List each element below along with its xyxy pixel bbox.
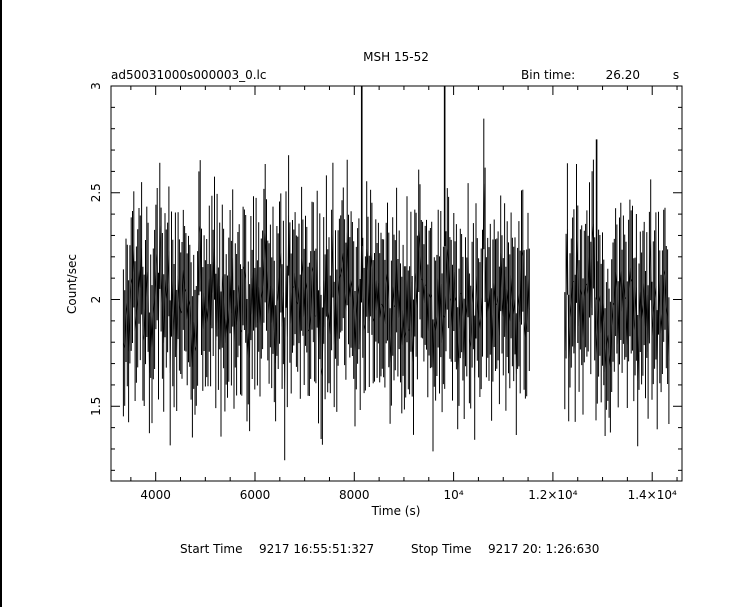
y-axis: 1.5 2 2.5 3	[89, 82, 682, 471]
y-tick-label: 1.5	[89, 397, 103, 416]
window-edge	[0, 0, 2, 607]
y-tick-label: 2.5	[89, 183, 103, 202]
bin-time-unit: s	[673, 68, 679, 82]
x-tick-label: 6000	[240, 488, 271, 502]
data-series	[122, 86, 670, 461]
x-tick-label: 1.2×10⁴	[528, 488, 577, 502]
x-axis: 4000 6000 8000 10⁴ 1.2×10⁴ 1.4×10⁴	[130, 86, 678, 502]
start-time-label: Start Time	[180, 542, 243, 556]
x-tick-label: 10⁴	[444, 488, 464, 502]
bin-time-label: Bin time:	[521, 68, 575, 82]
chart-title: MSH 15-52	[363, 50, 429, 64]
start-time-value: 9217 16:55:51:327	[259, 542, 374, 556]
y-axis-label: Count/sec	[65, 254, 79, 314]
y-tick-label: 2	[89, 296, 103, 304]
x-axis-label: Time (s)	[371, 504, 421, 518]
x-tick-label: 8000	[339, 488, 370, 502]
x-tick-label: 1.4×10⁴	[628, 488, 677, 502]
stop-time-label: Stop Time	[411, 542, 471, 556]
y-tick-label: 3	[89, 82, 103, 90]
x-tick-label: 4000	[140, 488, 171, 502]
stop-time-value: 9217 20: 1:26:630	[488, 542, 599, 556]
file-label: ad50031000s000003_0.lc	[111, 68, 267, 82]
bin-time-value: 26.20	[606, 68, 640, 82]
plot-frame	[110, 85, 683, 482]
